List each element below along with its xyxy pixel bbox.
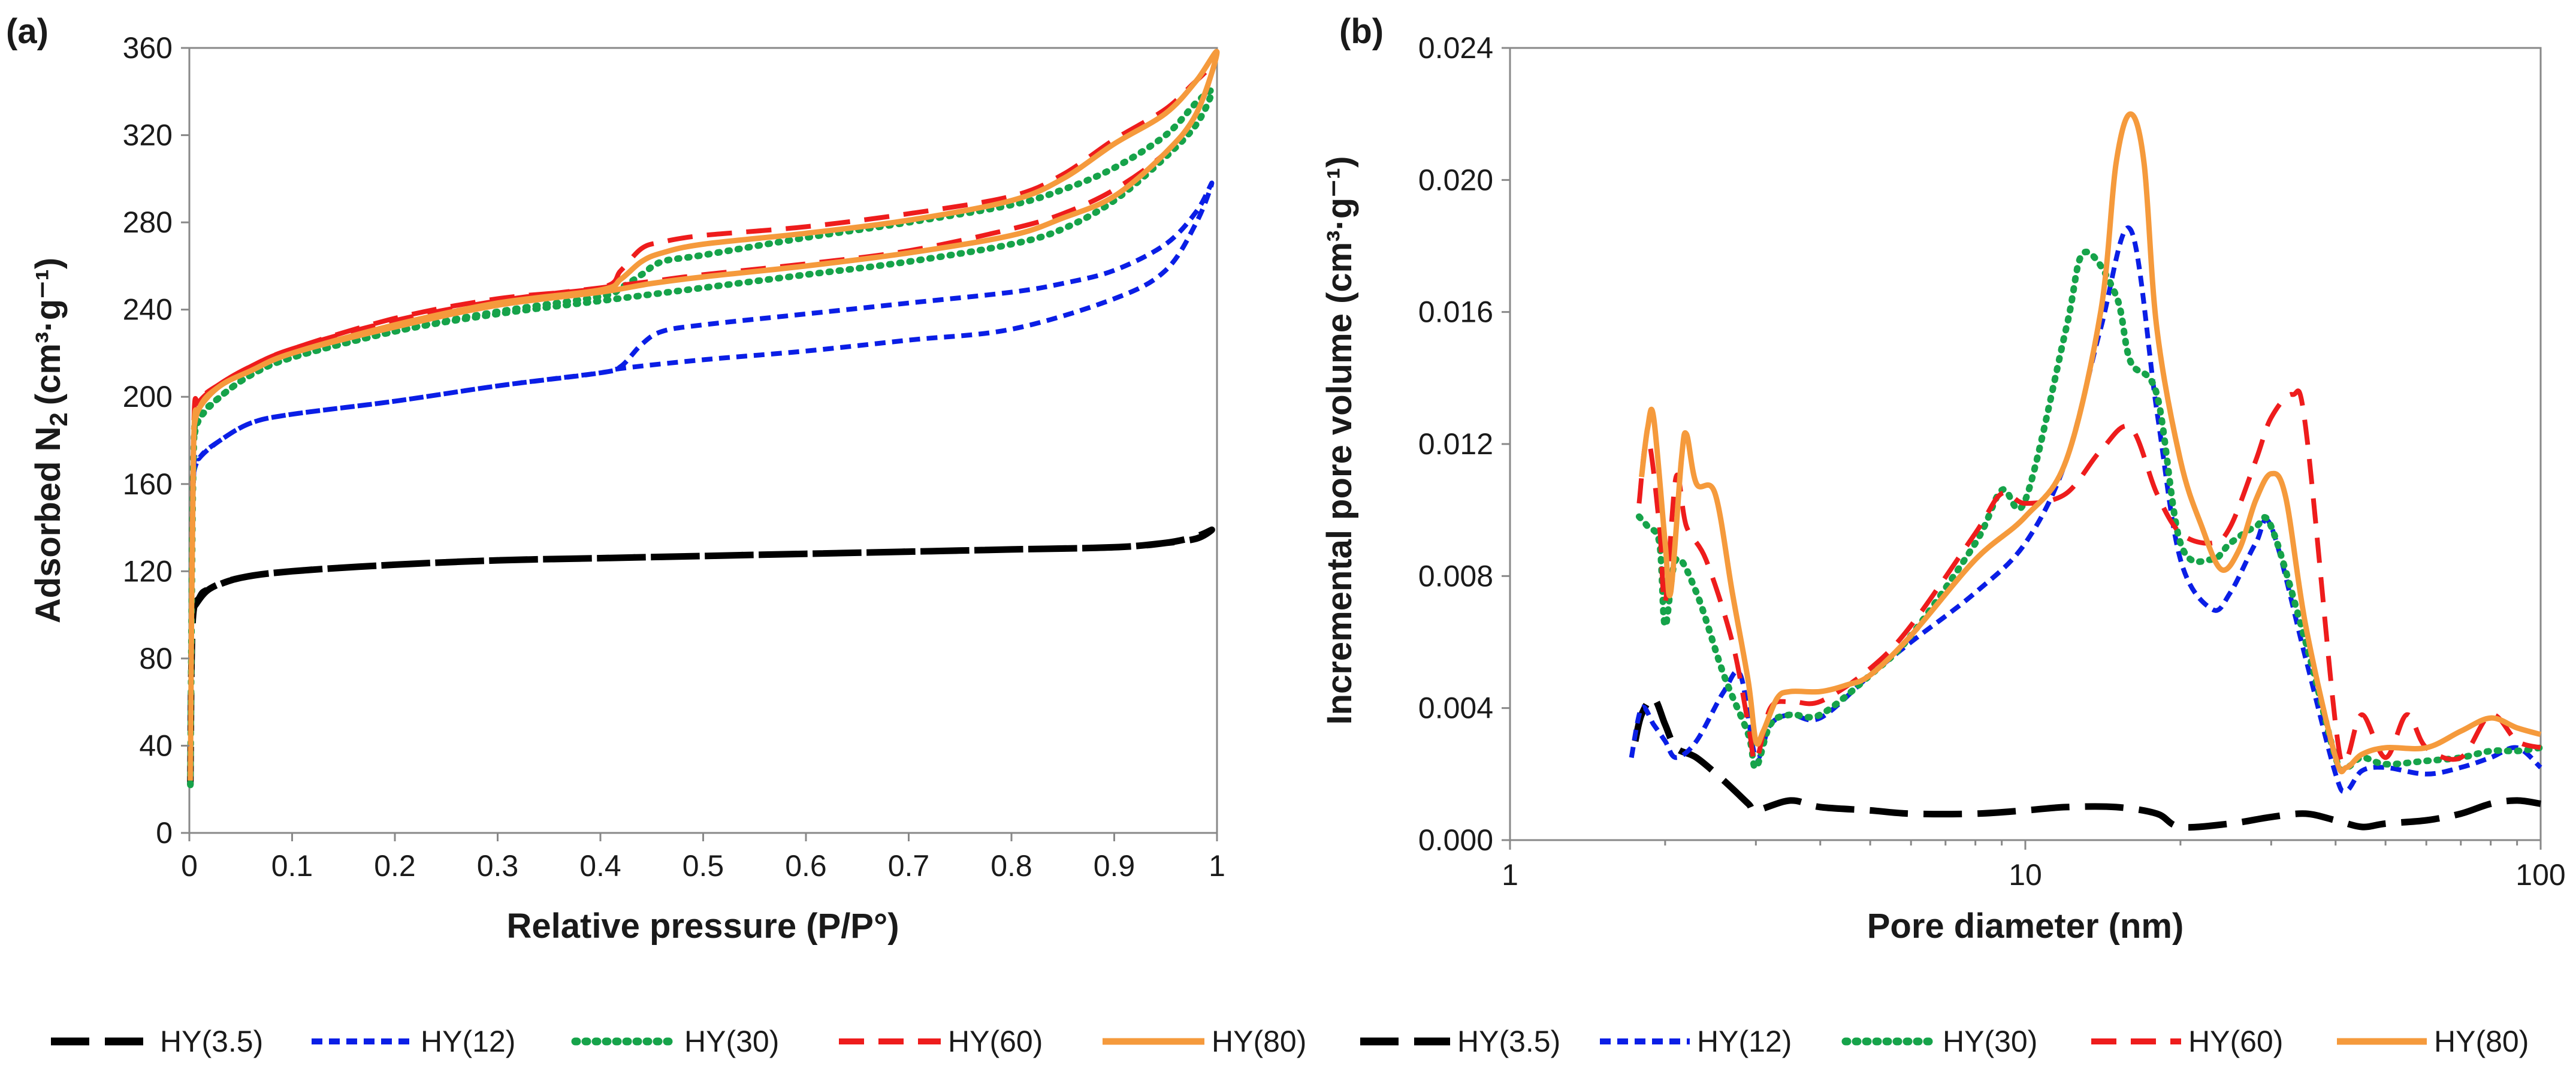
a-legend-item-4: HY(80)	[1103, 1025, 1306, 1058]
b-legend-item-1: HY(12)	[1600, 1025, 1792, 1058]
a-series-line-1	[188, 180, 1215, 779]
panel-b-legend: HY(3.5) HY(12) HY(30) HY(60) HY(80)	[1360, 1025, 2529, 1058]
a-ytick-label-3: 120	[123, 554, 173, 588]
b-ytick-label-3: 0.012	[1418, 427, 1493, 461]
a-xtick-label-8: 0.8	[990, 849, 1032, 883]
b-legend-item-3: HY(60)	[2091, 1025, 2283, 1058]
a-legend-item-0: HY(3.5)	[51, 1025, 263, 1058]
panel-b-y-axis-title: Incremental pore volume (cm³·g⁻¹)	[1320, 156, 1359, 724]
panel-b-y-ticks: 0.000 0.004 0.008 0.012 0.016 0.020 0.024	[1418, 31, 1510, 857]
a-ytick-label-6: 240	[123, 293, 173, 327]
a-legend-label-4: HY(80)	[1212, 1025, 1306, 1058]
b-series-line-2	[1635, 249, 2544, 774]
a-xtick-label-5: 0.5	[682, 849, 724, 883]
b-ytick-label-6: 0.024	[1418, 31, 1493, 65]
a-xtick-label-2: 0.2	[374, 849, 416, 883]
a-series-line-2	[187, 87, 1215, 789]
a-xtick-label-6: 0.6	[785, 849, 827, 883]
panel-a-series-group	[187, 49, 1220, 789]
b-legend-item-0: HY(3.5)	[1360, 1025, 1560, 1058]
a-xtick-label-7: 0.7	[888, 849, 930, 883]
b-legend-label-4: HY(80)	[2434, 1025, 2529, 1058]
panel-b-label: (b)	[1339, 12, 1384, 51]
panel-a-label: (a)	[6, 12, 49, 51]
b-xtick-label-0: 1	[1502, 858, 1518, 892]
panel-b: (b) 0.0000.0040.0080.0120.0160.0200.024 …	[1320, 12, 2566, 1058]
a-ytick-label-7: 280	[123, 206, 173, 239]
a-legend-item-3: HY(60)	[839, 1025, 1043, 1058]
b-ytick-label-0: 0.000	[1418, 823, 1493, 857]
a-ytick-label-5: 200	[123, 380, 173, 413]
panel-a-y-ticks: 0 40 80 120 160 200 240 280 320 360	[123, 31, 189, 850]
panel-a-y-axis-title: Adsorbed N2 (cm³·g⁻¹)	[29, 258, 73, 624]
b-ytick-label-5: 0.020	[1418, 163, 1493, 197]
a-legend-item-1: HY(12)	[312, 1025, 515, 1058]
b-series-line-4	[1639, 111, 2542, 775]
panel-b-series-group	[1629, 111, 2544, 831]
b-xtick-label-2: 100	[2515, 858, 2565, 892]
b-ytick-label-4: 0.016	[1418, 295, 1493, 329]
b-series-line-3	[1636, 388, 2542, 765]
panel-a-x-axis-title: Relative pressure (P/P°)	[506, 907, 899, 946]
b-legend-item-4: HY(80)	[2337, 1025, 2529, 1058]
a-ytick-label-8: 320	[123, 119, 173, 152]
a-xtick-label-0: 0	[181, 849, 198, 883]
a-series-line-4	[188, 49, 1220, 781]
panel-a-legend: HY(3.5) HY(12) HY(30) HY(60) HY(80)	[51, 1025, 1306, 1058]
a-legend-label-1: HY(12)	[421, 1025, 515, 1058]
panel-b-x-axis-title: Pore diameter (nm)	[1867, 907, 2184, 946]
panel-a-plot-frame	[188, 47, 1218, 834]
a-legend-label-2: HY(30)	[684, 1025, 779, 1058]
b-legend-label-1: HY(12)	[1697, 1025, 1792, 1058]
a-series-line-0	[187, 526, 1215, 785]
panel-a-y-title-main: Adsorbed N	[29, 427, 68, 624]
a-legend-label-3: HY(60)	[948, 1025, 1043, 1058]
a-ytick-label-9: 360	[123, 31, 173, 65]
panel-b-x-ticks: 1 10 100	[1502, 840, 2566, 892]
a-legend-label-0: HY(3.5)	[160, 1025, 263, 1058]
b-xtick-label-1: 10	[2009, 858, 2042, 892]
a-legend-item-2: HY(30)	[571, 1025, 779, 1058]
b-series-line-1	[1629, 225, 2542, 794]
a-xtick-label-1: 0.1	[271, 849, 313, 883]
panel-a-x-ticks: 0 0.1 0.2 0.3 0.4 0.5 0.6 0.7 0.8 0.9 1	[181, 833, 1225, 883]
panel-a: (a) 0 40 80 120 160 200 240 280 320 360 0 0.1 0.2 0.…	[6, 12, 1306, 1058]
panel-a-y-title-unit: (cm³·g⁻¹)	[29, 258, 68, 405]
a-series-line-3	[188, 65, 1215, 777]
a-ytick-label-2: 80	[139, 642, 173, 675]
b-legend-label-0: HY(3.5)	[1457, 1025, 1560, 1058]
a-xtick-label-10: 1	[1209, 849, 1225, 883]
b-ytick-label-2: 0.008	[1418, 559, 1493, 593]
a-xtick-label-3: 0.3	[477, 849, 519, 883]
a-ytick-label-1: 40	[139, 729, 173, 762]
b-ytick-label-1: 0.004	[1418, 691, 1493, 725]
a-xtick-label-9: 0.9	[1094, 849, 1136, 883]
b-legend-label-3: HY(60)	[2188, 1025, 2283, 1058]
b-legend-item-2: HY(30)	[1841, 1025, 2037, 1058]
a-ytick-label-4: 160	[123, 467, 173, 501]
panel-a-y-title-sub: 2	[44, 412, 73, 426]
a-ytick-label-0: 0	[156, 816, 173, 850]
b-series-line-0	[1632, 694, 2541, 831]
a-xtick-label-4: 0.4	[579, 849, 621, 883]
b-legend-label-2: HY(30)	[1943, 1025, 2037, 1058]
